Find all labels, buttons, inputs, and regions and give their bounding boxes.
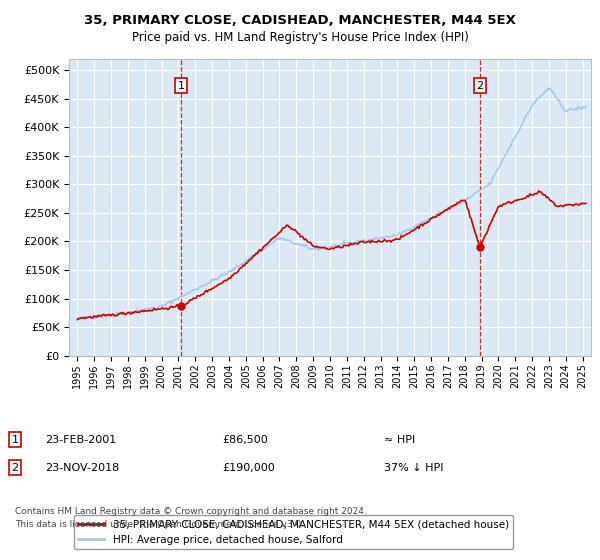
Text: Contains HM Land Registry data © Crown copyright and database right 2024.
This d: Contains HM Land Registry data © Crown c… — [15, 507, 367, 529]
Text: ≈ HPI: ≈ HPI — [384, 435, 415, 445]
Text: 23-FEB-2001: 23-FEB-2001 — [45, 435, 116, 445]
Text: 35, PRIMARY CLOSE, CADISHEAD, MANCHESTER, M44 5EX: 35, PRIMARY CLOSE, CADISHEAD, MANCHESTER… — [84, 14, 516, 27]
Text: 2: 2 — [11, 463, 19, 473]
Text: 37% ↓ HPI: 37% ↓ HPI — [384, 463, 443, 473]
Legend: 35, PRIMARY CLOSE, CADISHEAD, MANCHESTER, M44 5EX (detached house), HPI: Average: 35, PRIMARY CLOSE, CADISHEAD, MANCHESTER… — [74, 515, 513, 549]
Text: 23-NOV-2018: 23-NOV-2018 — [45, 463, 119, 473]
Text: Price paid vs. HM Land Registry's House Price Index (HPI): Price paid vs. HM Land Registry's House … — [131, 31, 469, 44]
Text: 1: 1 — [11, 435, 19, 445]
Text: 2: 2 — [476, 81, 484, 91]
Text: £190,000: £190,000 — [222, 463, 275, 473]
Text: 1: 1 — [178, 81, 184, 91]
Text: £86,500: £86,500 — [222, 435, 268, 445]
